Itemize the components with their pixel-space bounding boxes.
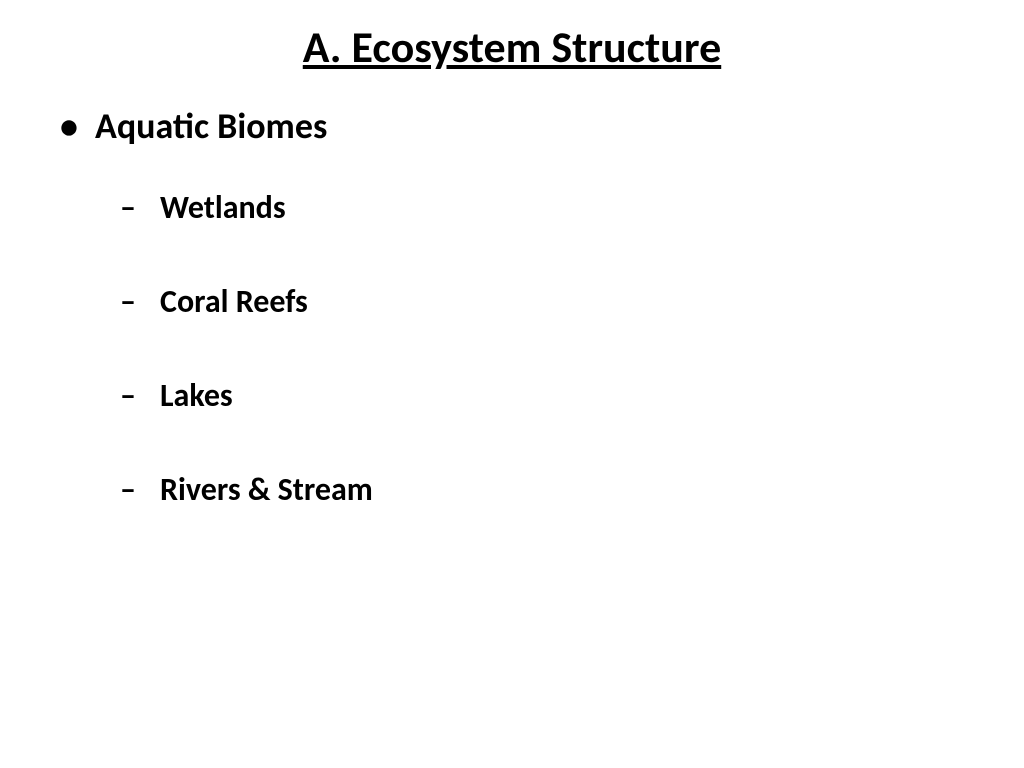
bullet-list-level2: Wetlands Coral Reefs Lakes Rivers & Stre… (95, 188, 984, 509)
list-item: Lakes (120, 376, 984, 415)
level2-text: Lakes (160, 376, 233, 415)
level2-text: Wetlands (160, 188, 286, 227)
bullet-list-level1: Aquatic Biomes Wetlands Coral Reefs Lake… (40, 104, 984, 509)
list-item: Rivers & Stream (120, 470, 984, 509)
list-item: Coral Reefs (120, 282, 984, 321)
level2-text: Coral Reefs (160, 282, 308, 321)
level1-text: Aquatic Biomes (95, 104, 327, 148)
list-item: Wetlands (120, 188, 984, 227)
level2-text: Rivers & Stream (160, 470, 373, 509)
list-item: Aquatic Biomes Wetlands Coral Reefs Lake… (60, 104, 984, 509)
slide-title: A. Ecosystem Structure (40, 20, 984, 74)
